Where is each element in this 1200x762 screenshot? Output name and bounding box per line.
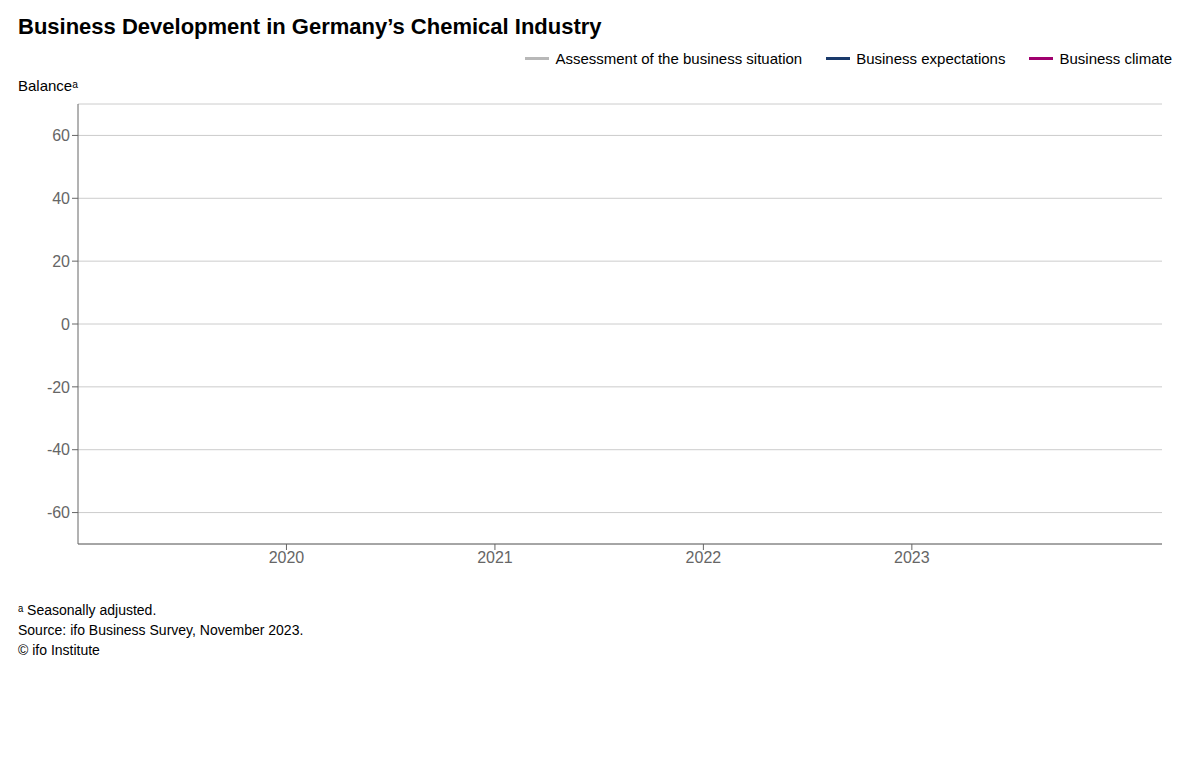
html-text:Business Development in German: Business Development in Germany’s Chemic… — [18, 14, 602, 39]
svg-text:-20: -20 — [47, 379, 70, 396]
svg-text:20: 20 — [52, 253, 70, 270]
svg-text:2023: 2023 — [894, 549, 930, 566]
svg-text:40: 40 — [52, 190, 70, 207]
svg-text:0: 0 — [61, 316, 70, 333]
html-text:© ifo Institute: © ifo Institute — [18, 642, 100, 658]
svg-text:2020: 2020 — [269, 549, 305, 566]
svg-text:-60: -60 — [47, 504, 70, 521]
svg-text:2022: 2022 — [686, 549, 722, 566]
html-text:Assessment of the business sit: Assessment of the business situation — [555, 50, 803, 67]
svg-text:2021: 2021 — [477, 549, 513, 566]
html-text:ᵃ Seasonally adjusted.: ᵃ Seasonally adjusted. — [18, 602, 157, 618]
svg-text:-40: -40 — [47, 441, 70, 458]
html-text:Source: ifo Business Survey, N: Source: ifo Business Survey, November 20… — [18, 622, 304, 638]
html-text:Business climate: Business climate — [1059, 50, 1172, 67]
svg-text:60: 60 — [52, 127, 70, 144]
html-text:Balanceᵃ: Balanceᵃ — [18, 77, 78, 94]
html-text:Business expectations: Business expectations — [856, 50, 1006, 67]
